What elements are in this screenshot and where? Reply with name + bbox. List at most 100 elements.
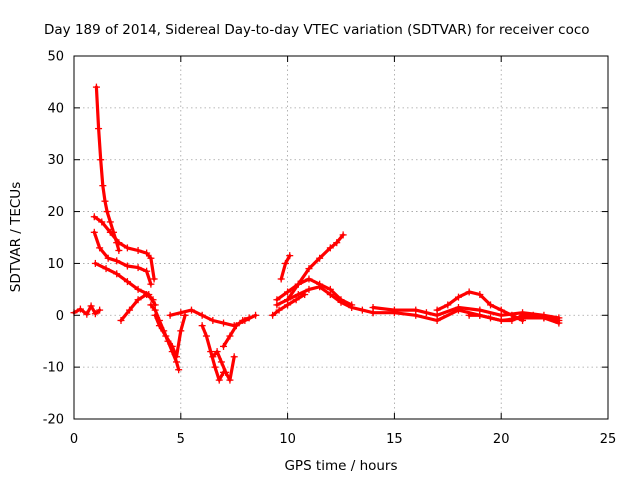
data-point <box>147 280 155 288</box>
data-point <box>245 314 253 322</box>
x-tick-label: 10 <box>279 432 296 447</box>
y-tick-label: 0 <box>56 309 64 324</box>
data-point <box>476 291 484 299</box>
y-axis-label: SDTVAR / TECUs <box>8 182 24 292</box>
series-trace <box>94 85 121 253</box>
data-point <box>292 296 300 304</box>
data-point <box>90 213 98 221</box>
data-point <box>220 319 228 327</box>
data-point <box>115 246 123 254</box>
data-point <box>540 314 548 322</box>
data-point <box>222 368 230 376</box>
data-point <box>476 311 484 319</box>
data-point <box>369 304 377 312</box>
axis-ticks <box>73 55 609 420</box>
series-trace <box>286 233 345 302</box>
data-point <box>92 83 100 91</box>
data-point <box>217 358 225 366</box>
data-point <box>207 348 215 356</box>
series-tail-4 <box>465 311 563 327</box>
data-point <box>117 316 125 324</box>
data-point <box>209 316 217 324</box>
y-tick-label: 10 <box>47 257 64 272</box>
data-point <box>123 278 131 286</box>
series-tail-3 <box>433 288 527 324</box>
series-middle-band <box>90 228 155 288</box>
series-upper-recovery <box>273 275 356 309</box>
data-point <box>277 275 285 283</box>
data-point <box>348 301 356 309</box>
data-point <box>123 262 131 270</box>
data-point <box>209 353 217 361</box>
data-point <box>166 311 174 319</box>
data-point <box>232 322 240 330</box>
data-point <box>433 306 441 314</box>
data-point <box>99 182 107 190</box>
data-point <box>305 275 313 283</box>
data-point <box>106 228 114 236</box>
data-point <box>497 316 505 324</box>
data-point <box>104 254 112 262</box>
data-point <box>91 310 99 318</box>
data-point <box>333 239 341 247</box>
data-point <box>269 311 277 319</box>
x-tick-label: 25 <box>600 432 617 447</box>
data-point <box>211 363 219 371</box>
series-rising-link <box>117 291 157 324</box>
data-point <box>294 280 302 288</box>
data-point <box>113 257 121 265</box>
data-point <box>151 311 159 319</box>
series-trace <box>211 350 236 382</box>
data-point <box>316 280 324 288</box>
data-point <box>215 376 223 384</box>
y-tick-label: 30 <box>47 153 64 168</box>
data-point <box>487 314 495 322</box>
plot-area <box>70 83 563 384</box>
data-point <box>239 316 247 324</box>
data-point <box>529 311 537 319</box>
series-dip-d <box>209 348 238 384</box>
data-point <box>126 306 134 314</box>
data-point <box>198 311 206 319</box>
data-point <box>358 306 366 314</box>
y-axis-tick-labels: -20 -10 0 10 20 30 40 50 <box>43 50 64 428</box>
series-lower-recovery <box>269 291 309 319</box>
x-axis-tick-labels: 0 5 10 15 20 25 <box>70 432 616 447</box>
data-point <box>326 244 334 252</box>
data-point <box>230 353 238 361</box>
data-point <box>150 275 158 283</box>
y-tick-label: 20 <box>47 205 64 220</box>
data-point <box>91 259 99 267</box>
data-point <box>168 342 176 350</box>
data-point <box>226 376 234 384</box>
x-axis-label: GPS time / hours <box>284 458 397 474</box>
data-point <box>275 306 283 314</box>
data-point <box>83 310 91 318</box>
data-point <box>213 348 221 356</box>
data-point <box>555 319 563 327</box>
data-point <box>422 309 430 317</box>
data-point <box>198 322 206 330</box>
data-point <box>87 302 95 310</box>
data-point <box>412 306 420 314</box>
data-point <box>284 288 292 296</box>
data-point <box>106 218 114 226</box>
series-trace <box>275 285 375 315</box>
data-point <box>143 291 151 299</box>
x-tick-label: 15 <box>386 432 403 447</box>
data-point <box>96 306 104 314</box>
data-point <box>175 366 183 374</box>
series-trace <box>275 277 354 307</box>
data-point <box>103 208 111 216</box>
plot-frame <box>73 55 609 420</box>
data-point <box>454 293 462 301</box>
data-point <box>444 301 452 309</box>
y-tick-label: -10 <box>43 361 64 376</box>
grid <box>74 56 608 419</box>
data-point <box>147 254 155 262</box>
data-point <box>97 156 105 164</box>
data-point <box>173 353 181 361</box>
data-point <box>177 309 185 317</box>
data-point <box>305 285 313 293</box>
